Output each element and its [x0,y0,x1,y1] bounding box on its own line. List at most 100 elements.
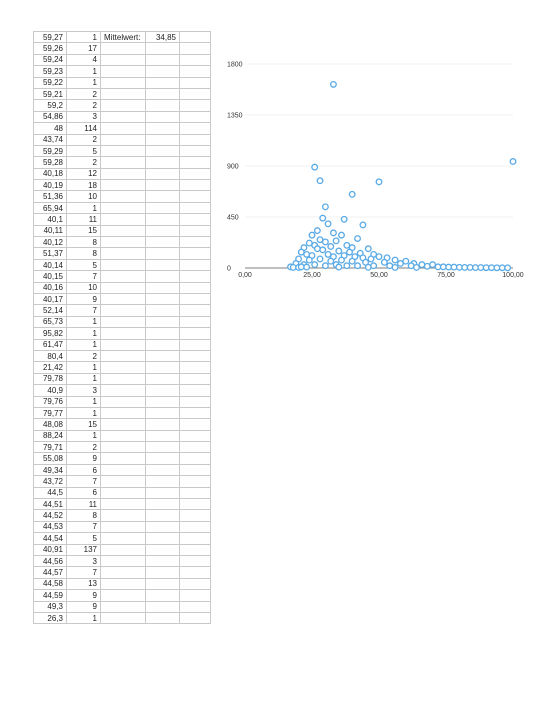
cell-count[interactable]: 3 [66,384,101,397]
empty-cell[interactable] [179,30,211,44]
cell-value[interactable]: 79,76 [33,395,67,408]
empty-cell[interactable] [179,361,211,374]
cell-value[interactable]: 40,12 [33,236,67,249]
empty-cell[interactable] [179,543,211,556]
empty-cell[interactable] [179,281,211,295]
empty-cell[interactable] [100,463,146,477]
cell-count[interactable]: 8 [66,236,101,249]
cell-count[interactable]: 3 [66,554,101,568]
empty-cell[interactable] [145,589,180,602]
empty-cell[interactable] [145,349,180,363]
empty-cell[interactable] [145,99,180,112]
cell-value[interactable]: 40,16 [33,281,67,295]
cell-value[interactable]: 65,73 [33,315,67,329]
cell-value[interactable]: 40,15 [33,270,67,283]
cell-count[interactable]: 9 [66,452,101,465]
empty-cell[interactable] [179,327,211,340]
empty-cell[interactable] [100,110,146,124]
empty-cell[interactable] [179,224,211,238]
cell-count[interactable]: 1 [66,30,101,44]
cell-count[interactable]: 7 [66,566,101,579]
empty-cell[interactable] [100,395,146,408]
empty-cell[interactable] [100,486,146,500]
empty-cell[interactable] [179,110,211,124]
cell-value[interactable]: 26,3 [33,611,67,625]
empty-cell[interactable] [145,372,180,386]
cell-count[interactable]: 4 [66,53,101,67]
empty-cell[interactable] [145,406,180,420]
cell-count[interactable]: 1 [66,429,101,443]
cell-value[interactable]: 44,54 [33,532,67,545]
empty-cell[interactable] [145,327,180,340]
empty-cell[interactable] [145,463,180,477]
cell-value[interactable]: 40,11 [33,224,67,238]
cell-count[interactable]: 2 [66,99,101,112]
empty-cell[interactable] [179,532,211,545]
empty-cell[interactable] [179,213,211,226]
cell-value[interactable]: 59,22 [33,76,67,89]
cell-value[interactable]: 40,18 [33,167,67,181]
empty-cell[interactable] [145,475,180,488]
cell-count[interactable]: 1 [66,611,101,625]
empty-cell[interactable] [179,600,211,613]
cell-value[interactable]: 59,2 [33,99,67,112]
empty-cell[interactable] [179,475,211,488]
cell-count[interactable]: 1 [66,338,101,351]
empty-cell[interactable] [179,463,211,477]
empty-cell[interactable] [100,281,146,295]
empty-cell[interactable] [145,361,180,374]
empty-cell[interactable] [179,247,211,260]
empty-cell[interactable] [100,452,146,465]
cell-value[interactable]: 79,78 [33,372,67,386]
cell-value[interactable]: 51,36 [33,190,67,203]
empty-cell[interactable] [100,497,146,511]
cell-count[interactable]: 2 [66,349,101,363]
empty-cell[interactable] [100,520,146,534]
cell-count[interactable]: 8 [66,509,101,522]
cell-count[interactable]: 5 [66,258,101,272]
empty-cell[interactable] [100,270,146,283]
empty-cell[interactable] [179,429,211,443]
empty-cell[interactable] [100,156,146,169]
empty-cell[interactable] [145,315,180,329]
cell-count[interactable]: 1 [66,76,101,89]
empty-cell[interactable] [100,201,146,215]
cell-count[interactable]: 18 [66,179,101,192]
empty-cell[interactable] [100,42,146,55]
empty-cell[interactable] [179,133,211,146]
empty-cell[interactable] [145,87,180,101]
empty-cell[interactable] [179,441,211,454]
cell-count[interactable]: 11 [66,497,101,511]
cell-value[interactable]: 44,59 [33,589,67,602]
empty-cell[interactable] [145,179,180,192]
empty-cell[interactable] [179,315,211,329]
cell-count[interactable]: 1 [66,201,101,215]
empty-cell[interactable] [179,65,211,78]
empty-cell[interactable] [100,532,146,545]
cell-value[interactable]: 61,47 [33,338,67,351]
cell-value[interactable]: 40,14 [33,258,67,272]
cell-count[interactable]: 1 [66,327,101,340]
empty-cell[interactable] [179,577,211,591]
cell-value[interactable]: 59,26 [33,42,67,55]
empty-cell[interactable] [179,144,211,158]
empty-cell[interactable] [145,156,180,169]
cell-value[interactable]: 54,86 [33,110,67,124]
empty-cell[interactable] [100,372,146,386]
empty-cell[interactable] [145,600,180,613]
cell-value[interactable]: 44,5 [33,486,67,500]
empty-cell[interactable] [145,486,180,500]
cell-value[interactable]: 49,3 [33,600,67,613]
empty-cell[interactable] [145,247,180,260]
cell-value[interactable]: 43,72 [33,475,67,488]
cell-count[interactable]: 1 [66,395,101,408]
empty-cell[interactable] [100,315,146,329]
empty-cell[interactable] [179,292,211,306]
empty-cell[interactable] [145,76,180,89]
empty-cell[interactable] [145,304,180,317]
cell-value[interactable]: 79,77 [33,406,67,420]
cell-count[interactable]: 10 [66,190,101,203]
empty-cell[interactable] [145,258,180,272]
empty-cell[interactable] [145,133,180,146]
empty-cell[interactable] [145,395,180,408]
